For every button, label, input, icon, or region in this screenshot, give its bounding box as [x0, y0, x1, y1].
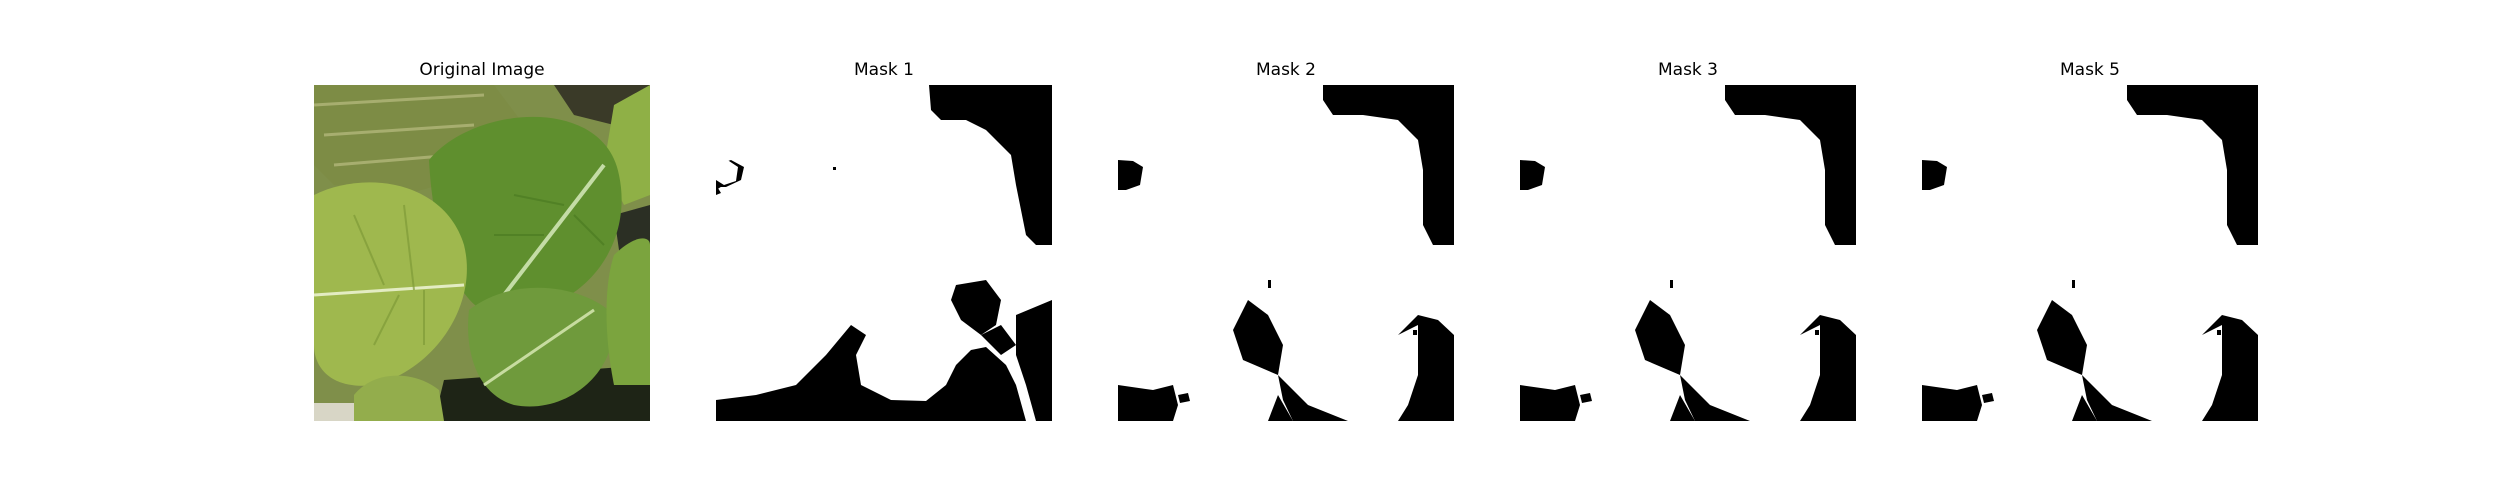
panel-title: Mask 3	[1657, 60, 1718, 80]
mask-image	[1520, 85, 1856, 421]
panel-title: Original Image	[419, 60, 545, 80]
mask-2-svg	[1118, 85, 1454, 421]
mask-image	[1118, 85, 1454, 421]
mask-image	[716, 85, 1052, 421]
mask-3-svg	[1520, 85, 1856, 421]
mask-1-svg	[716, 85, 1052, 421]
panel-mask-2: Mask 2	[1118, 60, 1454, 424]
mask-image	[1922, 85, 2258, 421]
panel-mask-3: Mask 3	[1520, 60, 1856, 424]
original-image	[314, 85, 650, 421]
panel-title: Mask 1	[853, 60, 914, 80]
panel-title: Mask 5	[2059, 60, 2120, 80]
panel-original: Original Image	[314, 60, 650, 424]
panel-mask-5: Mask 5	[1922, 60, 2258, 424]
mask-5-svg	[1922, 85, 2258, 421]
panel-title: Mask 2	[1255, 60, 1316, 80]
panel-mask-1: Mask 1	[716, 60, 1052, 424]
leaf-photo	[314, 85, 650, 421]
